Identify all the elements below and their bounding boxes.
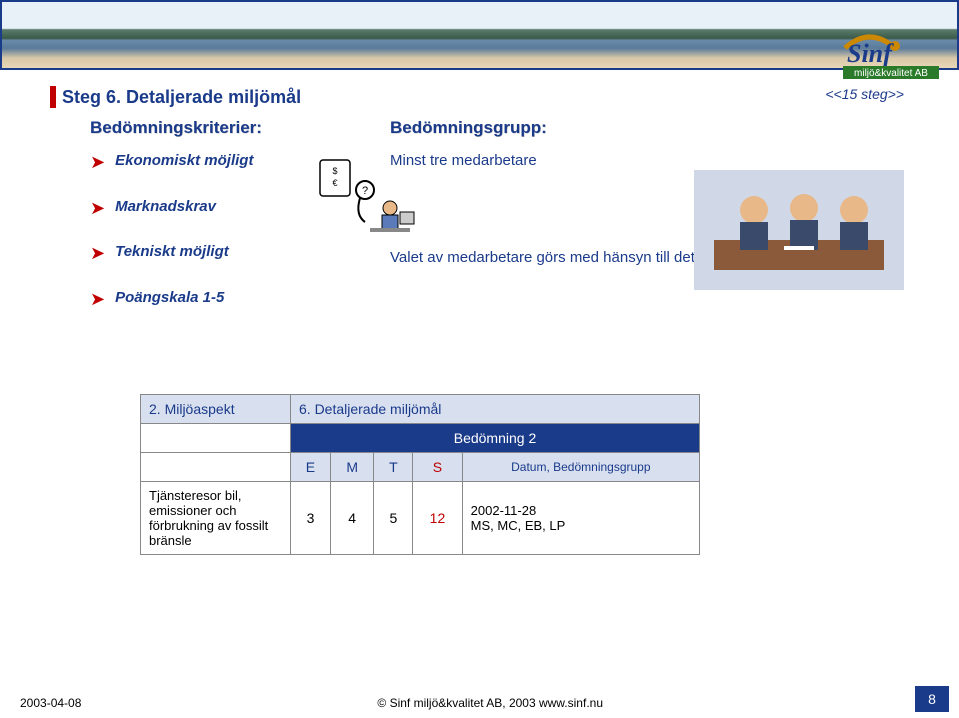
footer-date: 2003-04-08 <box>20 696 81 710</box>
title-accent-bar <box>50 86 56 108</box>
left-heading: Bedömningskriterier: <box>50 118 370 138</box>
bullet-label: Ekonomiskt möjligt <box>115 152 253 169</box>
bullet-label: Poängskala 1-5 <box>115 289 224 306</box>
slide-content: Steg 6. Detaljerade miljömål <<15 steg>>… <box>0 70 959 555</box>
assessment-table: 2. Miljöaspekt 6. Detaljerade miljömål B… <box>140 394 700 555</box>
table-cell: 4 <box>330 482 374 555</box>
svg-text:?: ? <box>362 185 368 197</box>
table-header-aspect: 2. Miljöaspekt <box>141 395 291 424</box>
table-col-e: E <box>291 453 331 482</box>
table-cell-date: 2002-11-28 MS, MC, EB, LP <box>462 482 699 555</box>
bullet-icon: ➤ <box>90 289 105 311</box>
right-heading: Bedömningsgrupp: <box>390 118 909 138</box>
bullet-label: Marknadskrav <box>115 198 216 215</box>
table-band: Bedömning 2 <box>291 424 700 453</box>
list-item: ➤ Poängskala 1-5 <box>90 289 370 311</box>
table-col-datum: Datum, Bedömningsgrupp <box>462 453 699 482</box>
clipart-person-desk: $ € ? <box>310 150 420 250</box>
bullet-icon: ➤ <box>90 198 105 220</box>
bullet-icon: ➤ <box>90 243 105 265</box>
table-header-goals: 6. Detaljerade miljömål <box>291 395 700 424</box>
title-row: Steg 6. Detaljerade miljömål <box>50 86 909 108</box>
page-number: 8 <box>915 686 949 712</box>
table-date: 2002-11-28 <box>471 503 537 518</box>
table-col-s: S <box>413 453 462 482</box>
clipart-meeting <box>694 170 904 290</box>
header-banner: Sinf miljö&kvalitet AB <box>0 0 959 70</box>
table-cell: 3 <box>291 482 331 555</box>
logo-text: Sinf <box>847 39 894 68</box>
footer: 2003-04-08 © Sinf miljö&kvalitet AB, 200… <box>0 696 959 710</box>
svg-text:$: $ <box>332 166 337 176</box>
step-link[interactable]: <<15 steg>> <box>825 86 904 102</box>
table-spacer <box>141 424 291 453</box>
slide-title: Steg 6. Detaljerade miljömål <box>62 87 301 108</box>
table-cell: 5 <box>374 482 413 555</box>
table-row-label: Tjänsteresor bil, emissioner och förbruk… <box>141 482 291 555</box>
bullet-icon: ➤ <box>90 152 105 174</box>
svg-text:€: € <box>332 178 337 188</box>
right-line1: Minst tre medarbetare <box>390 152 909 169</box>
bullet-label: Tekniskt möjligt <box>115 243 229 260</box>
table-col-m: M <box>330 453 374 482</box>
table-group: MS, MC, EB, LP <box>471 518 566 533</box>
table-cell-sum: 12 <box>413 482 462 555</box>
table-col-t: T <box>374 453 413 482</box>
footer-copyright: © Sinf miljö&kvalitet AB, 2003 www.sinf.… <box>377 696 603 710</box>
table-spacer <box>141 453 291 482</box>
